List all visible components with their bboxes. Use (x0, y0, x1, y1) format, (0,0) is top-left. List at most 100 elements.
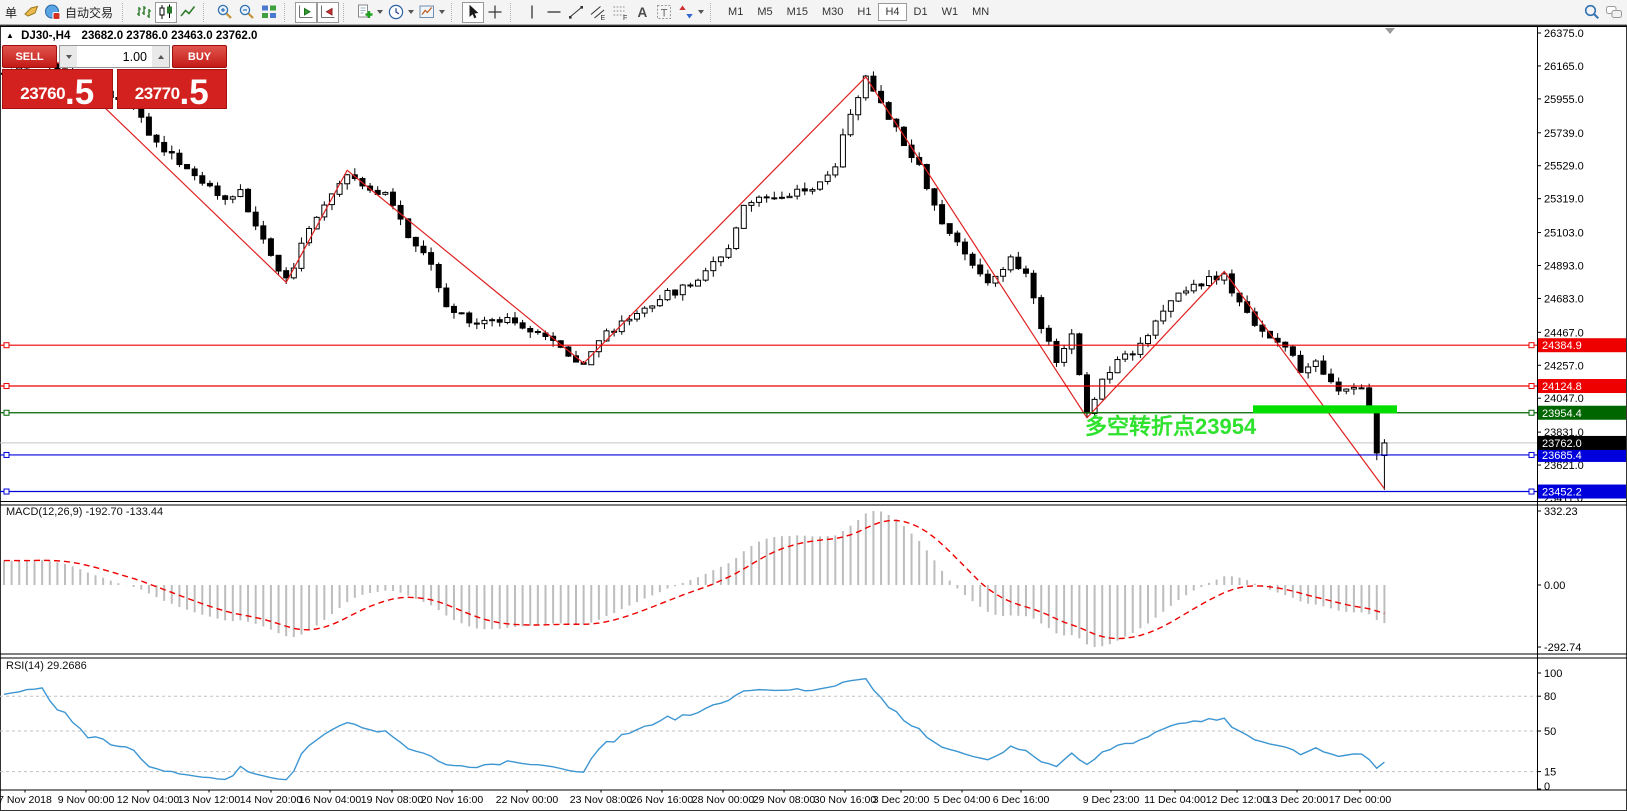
channel-button[interactable]: E (587, 2, 609, 23)
bar-chart-button[interactable] (133, 2, 155, 23)
price-tick-label: 25319.0 (1544, 194, 1584, 206)
volume-stepper (59, 45, 170, 68)
date-label: 7 Nov 2018 (0, 794, 52, 806)
toolbar-separator (284, 2, 292, 22)
pivot-trend-segment[interactable] (1253, 405, 1397, 414)
price-axis[interactable]: 26375.0 26165.0 25955.0 25739.0 25529.0 25319… (1537, 28, 1626, 505)
price-tick-label: 26165.0 (1544, 61, 1584, 73)
rsi-panel (3, 677, 1385, 781)
templates-button[interactable] (416, 2, 447, 23)
candle-body (801, 188, 808, 192)
macd-axis[interactable]: 332.23 0.00 -292.74 (1537, 506, 1581, 654)
candle-body (481, 319, 488, 325)
candle-body (184, 163, 191, 170)
timeframe-mn-button[interactable]: MN (965, 3, 996, 21)
horizontal-line-button[interactable] (543, 2, 565, 23)
tile-windows-button[interactable] (258, 2, 280, 23)
candle-body (733, 227, 740, 250)
candle-body (1122, 353, 1129, 360)
chart-title: ▲ DJ30-,H4 23682.0 23786.0 23463.0 23762… (6, 30, 257, 42)
periods-button[interactable] (385, 2, 416, 23)
candle-body (1068, 333, 1075, 350)
buy-button[interactable]: BUY (172, 45, 227, 68)
candle-body (1099, 378, 1106, 400)
one-click-trading-panel: SELL BUY 23760.5 23770.5 (2, 45, 227, 110)
volume-increase-button[interactable] (152, 46, 169, 67)
candle-body (420, 245, 427, 254)
timeframe-h1-button[interactable]: H1 (850, 3, 878, 21)
timeframe-d1-button[interactable]: D1 (907, 3, 935, 21)
rsi-axis[interactable]: 100 80 50 15 0 (1537, 668, 1562, 793)
price-tick-label: 26375.0 (1544, 28, 1584, 40)
candle-body (649, 305, 656, 309)
new-order-button[interactable] (20, 2, 42, 23)
candle-body (748, 202, 755, 206)
search-button[interactable] (1581, 2, 1603, 23)
zoom-out-button[interactable] (236, 2, 258, 23)
zigzag-trendlines[interactable] (56, 61, 1385, 490)
chart-shift-button[interactable] (317, 1, 340, 23)
volume-input[interactable] (77, 46, 152, 67)
candle-body (252, 211, 259, 227)
date-label: 28 Nov 00:00 (692, 794, 755, 806)
candle-body (931, 188, 938, 206)
chartshift-icon (321, 5, 335, 18)
candle-body (839, 134, 846, 168)
candle-body (1053, 340, 1060, 364)
buy-price-panel[interactable]: 23770.5 (116, 69, 227, 110)
candle-body (168, 151, 175, 154)
toolbar-separator (343, 2, 351, 22)
candle-body (679, 284, 686, 296)
candle-body (466, 312, 473, 324)
text-label-button[interactable]: T (653, 2, 675, 23)
crosshair-button[interactable] (484, 2, 506, 23)
cursor-button[interactable] (462, 1, 485, 23)
timeframe-m1-button[interactable]: M1 (721, 3, 750, 21)
candle-body (237, 189, 244, 198)
candle-chart-button[interactable] (155, 1, 178, 23)
timeframe-m5-button[interactable]: M5 (750, 3, 779, 21)
timeframe-m30-button[interactable]: M30 (815, 3, 850, 21)
candle-body (969, 253, 976, 266)
sell-price-panel[interactable]: 23760.5 (2, 69, 113, 110)
trendline-button[interactable] (565, 2, 587, 23)
candle-body (1137, 342, 1144, 355)
volume-decrease-button[interactable] (60, 46, 77, 67)
candle-body (489, 319, 496, 322)
candle-body (695, 279, 702, 287)
autotrading-button[interactable]: 自动交易 (42, 2, 118, 23)
arrows-button[interactable] (675, 2, 706, 23)
candle-body (855, 97, 862, 116)
candle-body (1167, 300, 1174, 312)
auto-scroll-button[interactable] (295, 1, 318, 23)
candle-body (1007, 256, 1014, 271)
new-order-partial-label: 单 (5, 5, 18, 20)
candle-body (298, 242, 305, 269)
zoomin-icon (217, 4, 232, 19)
candle-body (786, 195, 793, 199)
candle-body (794, 188, 801, 197)
candle-body (1259, 324, 1266, 332)
sell-button[interactable]: SELL (2, 45, 57, 68)
candle-body (939, 204, 946, 225)
candle-body (1083, 374, 1090, 414)
pivot-annotation-text[interactable]: 多空转折点23954 (1085, 414, 1257, 439)
macd-signal-line (3, 519, 1385, 640)
candle-body (206, 182, 213, 187)
timeframe-w1-button[interactable]: W1 (935, 3, 966, 21)
indicators-button[interactable] (354, 2, 385, 23)
axis-price-label: 24384.9 (1542, 340, 1582, 352)
zoom-in-button[interactable] (214, 2, 236, 23)
text-button[interactable]: A (631, 2, 653, 23)
chat-button[interactable] (1603, 2, 1625, 23)
horizontal-line-objects[interactable] (0, 342, 1537, 495)
line-chart-button[interactable] (177, 2, 199, 23)
timeframe-m15-button[interactable]: M15 (780, 3, 815, 21)
vertical-line-button[interactable] (521, 2, 543, 23)
collapse-panel-icon[interactable]: ▲ (6, 31, 14, 40)
timeframe-h4-button[interactable]: H4 (878, 3, 907, 21)
fibonacci-button[interactable]: F (609, 2, 631, 23)
